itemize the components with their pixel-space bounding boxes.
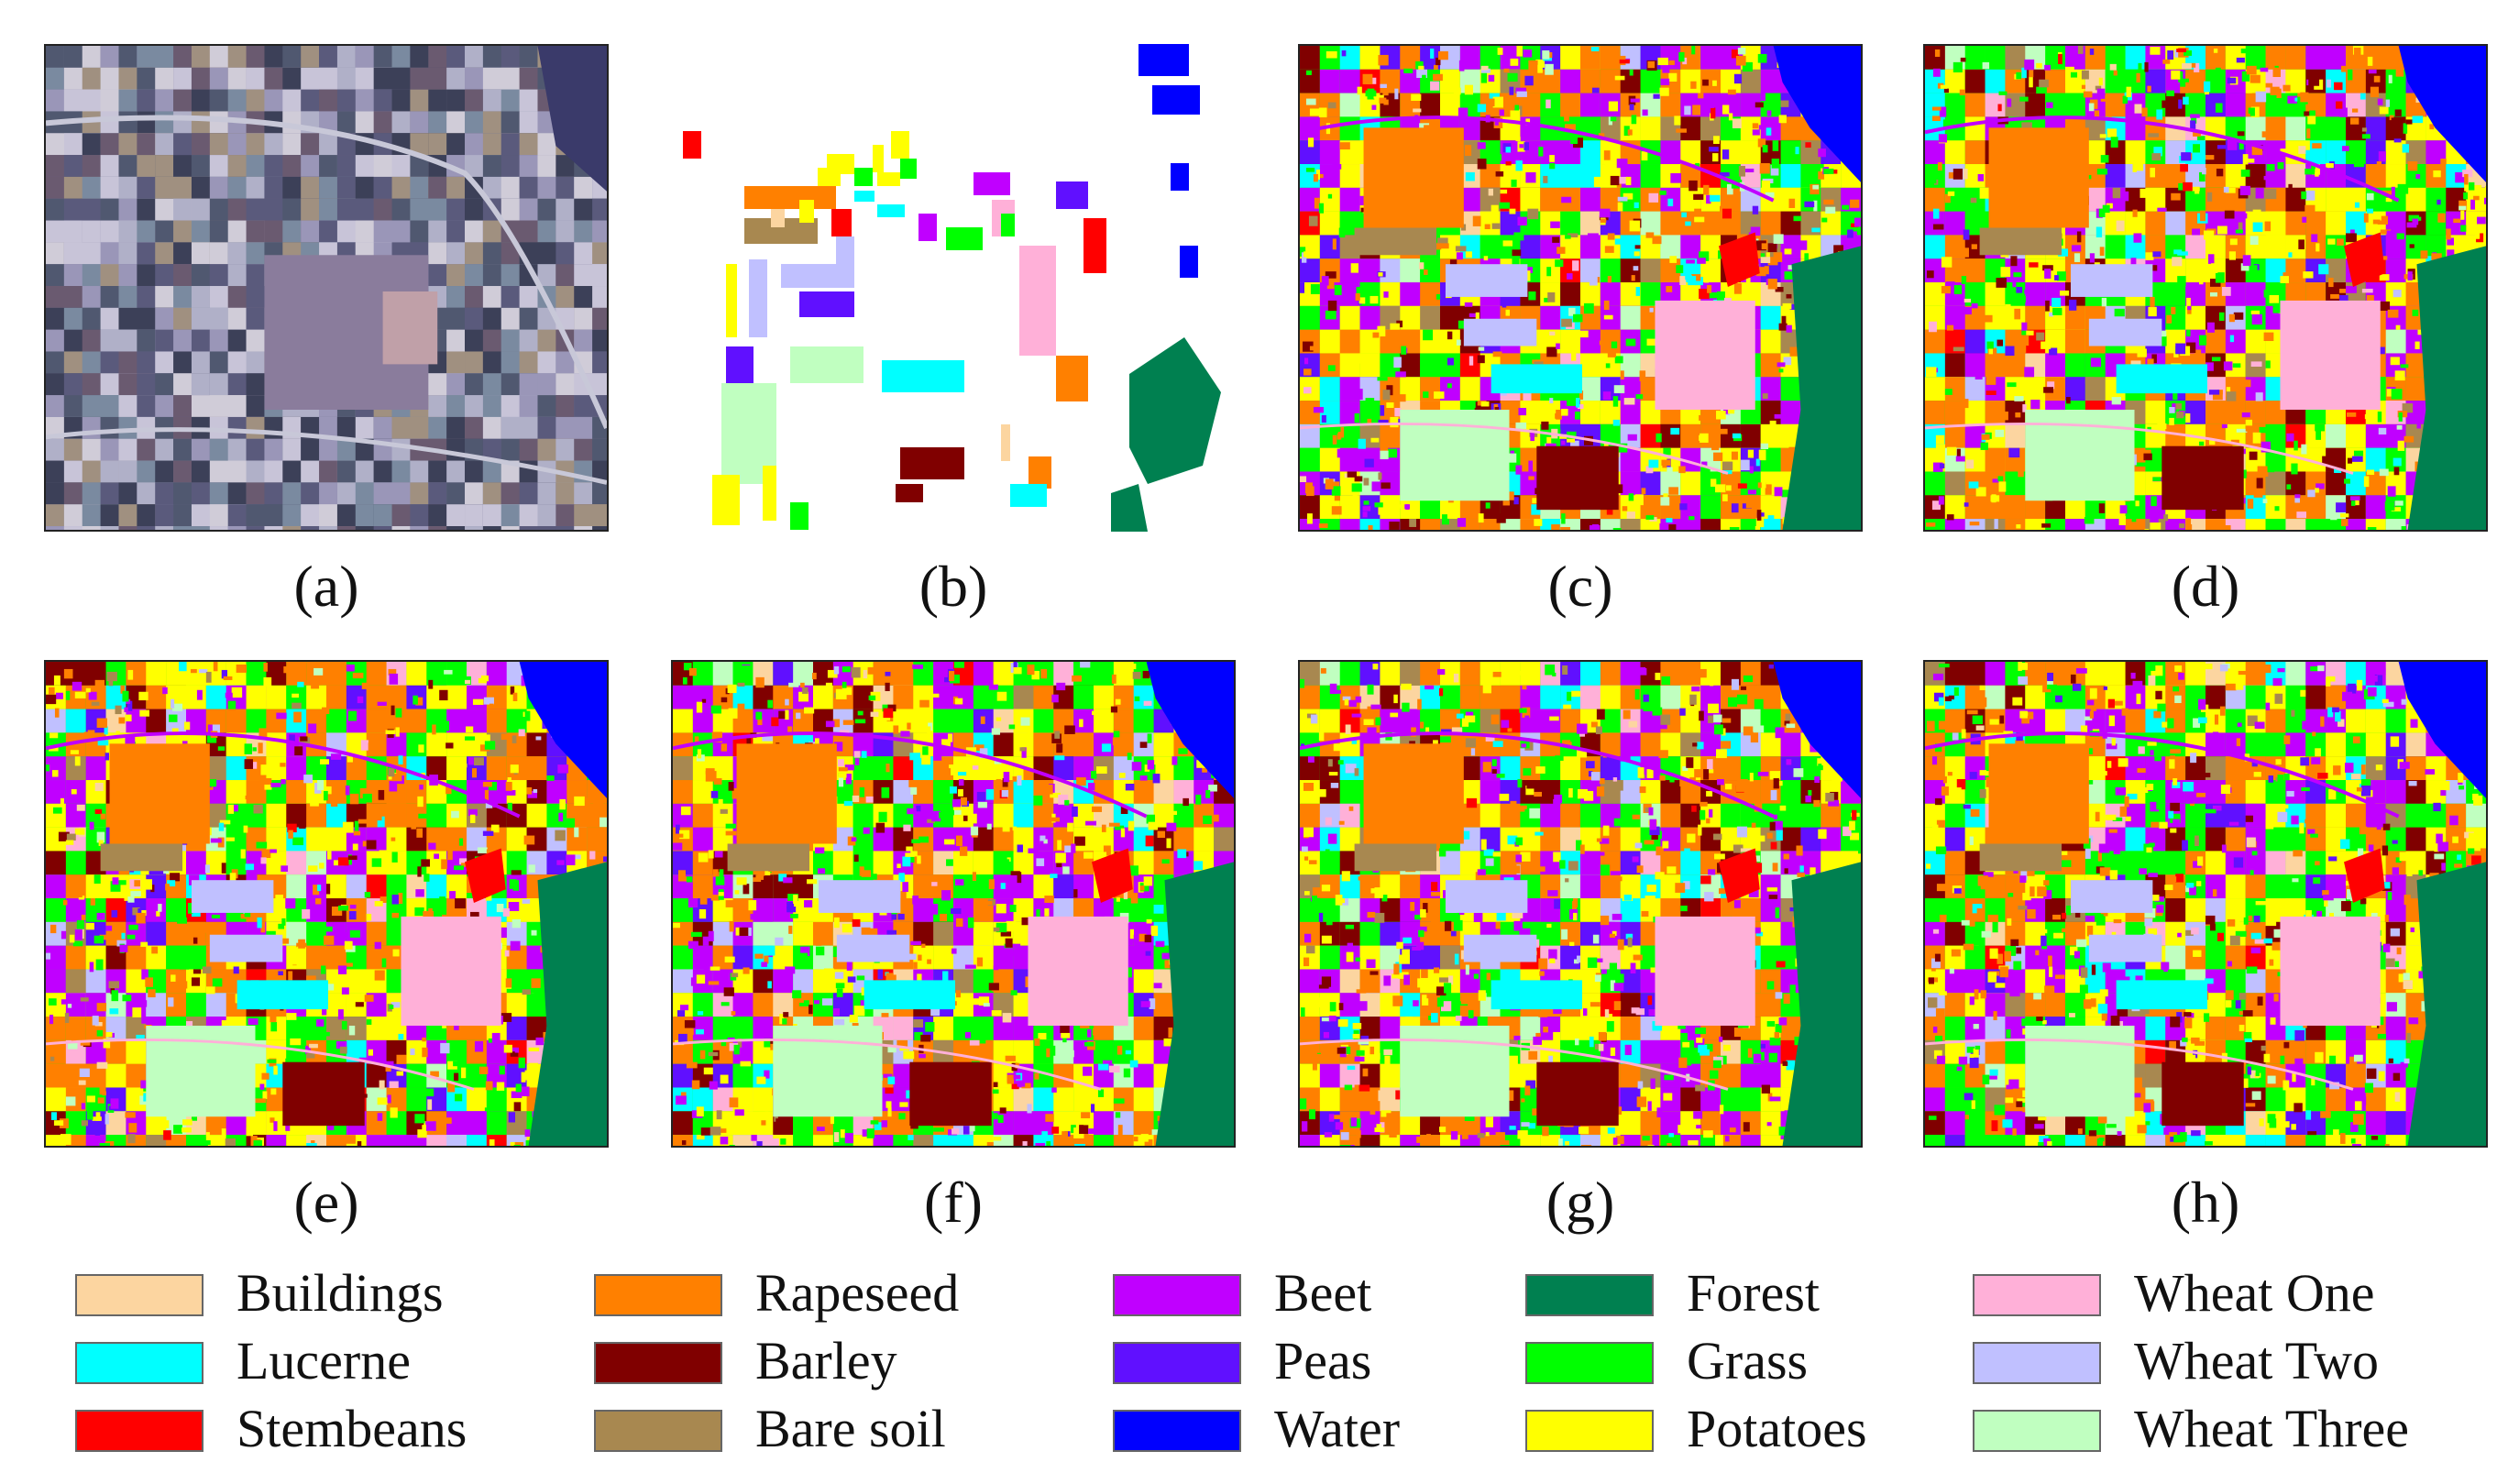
panel-c: [1298, 44, 1863, 532]
legend-label-lucerne: Lucerne: [236, 1331, 411, 1391]
panel-e: [44, 660, 609, 1148]
panel-f-image: [673, 662, 1234, 1146]
caption-b: (b): [918, 554, 988, 619]
panel-g-image: [1300, 662, 1861, 1146]
legend-swatch-rapeseed: [594, 1274, 722, 1316]
panel-a: [44, 44, 609, 532]
legend-label-bare-soil: Bare soil: [755, 1399, 946, 1458]
panel-e-image: [46, 662, 607, 1146]
caption-h: (h): [2171, 1170, 2240, 1235]
legend-label-rapeseed: Rapeseed: [755, 1263, 960, 1323]
legend-swatch-wheat-three: [1973, 1410, 2101, 1452]
legend-swatch-peas: [1113, 1342, 1241, 1384]
panel-h: [1923, 660, 2488, 1148]
legend-label-barley: Barley: [755, 1331, 897, 1391]
legend-label-grass: Grass: [1687, 1331, 1809, 1391]
panel-g: [1298, 660, 1863, 1148]
legend-swatch-wheat-two: [1973, 1342, 2101, 1384]
legend-label-water: Water: [1274, 1399, 1401, 1458]
legend-swatch-grass: [1525, 1342, 1654, 1384]
panel-b: [671, 44, 1236, 532]
legend-label-potatoes: Potatoes: [1687, 1399, 1867, 1458]
legend-swatch-buildings: [75, 1274, 204, 1316]
caption-e: (e): [293, 1170, 359, 1235]
caption-d: (d): [2171, 554, 2240, 619]
caption-a: (a): [293, 554, 359, 619]
legend-label-forest: Forest: [1687, 1263, 1820, 1323]
legend-label-stembeans: Stembeans: [236, 1399, 468, 1458]
legend-label-beet: Beet: [1274, 1263, 1372, 1323]
panel-d: [1923, 44, 2488, 532]
legend-swatch-stembeans: [75, 1410, 204, 1452]
panel-f: [671, 660, 1236, 1148]
panel-b-image: [671, 44, 1236, 532]
panel-c-image: [1300, 46, 1861, 530]
panel-h-image: [1925, 662, 2486, 1146]
legend-swatch-bare-soil: [594, 1410, 722, 1452]
legend-label-wheat-one: Wheat One: [2134, 1263, 2375, 1323]
panel-d-image: [1925, 46, 2486, 530]
caption-g: (g): [1546, 1170, 1615, 1235]
legend-swatch-lucerne: [75, 1342, 204, 1384]
legend-label-buildings: Buildings: [236, 1263, 444, 1323]
legend-swatch-forest: [1525, 1274, 1654, 1316]
legend-swatch-wheat-one: [1973, 1274, 2101, 1316]
legend-label-wheat-two: Wheat Two: [2134, 1331, 2380, 1391]
panel-a-image: [46, 46, 607, 530]
legend-swatch-beet: [1113, 1274, 1241, 1316]
legend-swatch-water: [1113, 1410, 1241, 1452]
caption-c: (c): [1547, 554, 1613, 619]
caption-f: (f): [924, 1170, 983, 1235]
legend-label-wheat-three: Wheat Three: [2134, 1399, 2410, 1458]
legend-swatch-barley: [594, 1342, 722, 1384]
legend-label-peas: Peas: [1274, 1331, 1372, 1391]
legend-swatch-potatoes: [1525, 1410, 1654, 1452]
